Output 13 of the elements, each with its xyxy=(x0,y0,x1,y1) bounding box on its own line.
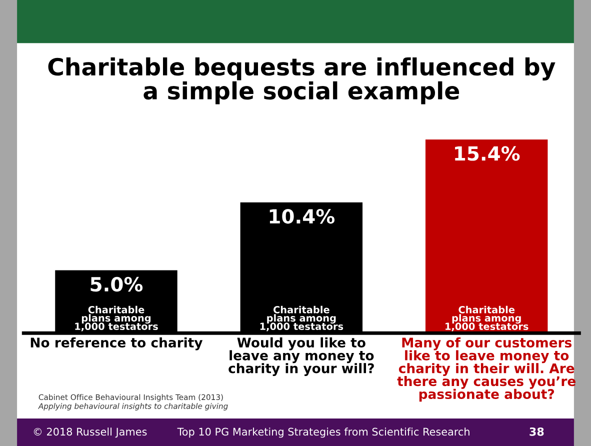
data-label: 15.4% xyxy=(455,146,520,161)
x-tick-label: No reference to charity xyxy=(30,337,203,350)
chart-title: Charitable bequests are influenced by a simple social example xyxy=(48,57,556,104)
data-label: 5.0% xyxy=(90,276,143,292)
text: Top 10 PG Marketing Strategies from Scientific Research xyxy=(177,428,470,438)
annotation: Charitable plans among 1,000 testators xyxy=(75,306,158,332)
text: © 2018 Russell James xyxy=(34,428,147,438)
x-tick-label: Would you like to leave any money to charity in your will? xyxy=(228,337,374,376)
text: 38 xyxy=(530,427,544,436)
x-tick-label: Many of our customers like to leave money to charity in their will. Are there any causes you’re passionate about? xyxy=(397,337,576,402)
data-label: 10.4% xyxy=(270,208,335,224)
annotation: Charitable plans among 1,000 testators xyxy=(260,306,344,332)
annotation: Charitable plans among 1,000 testators xyxy=(446,306,528,332)
